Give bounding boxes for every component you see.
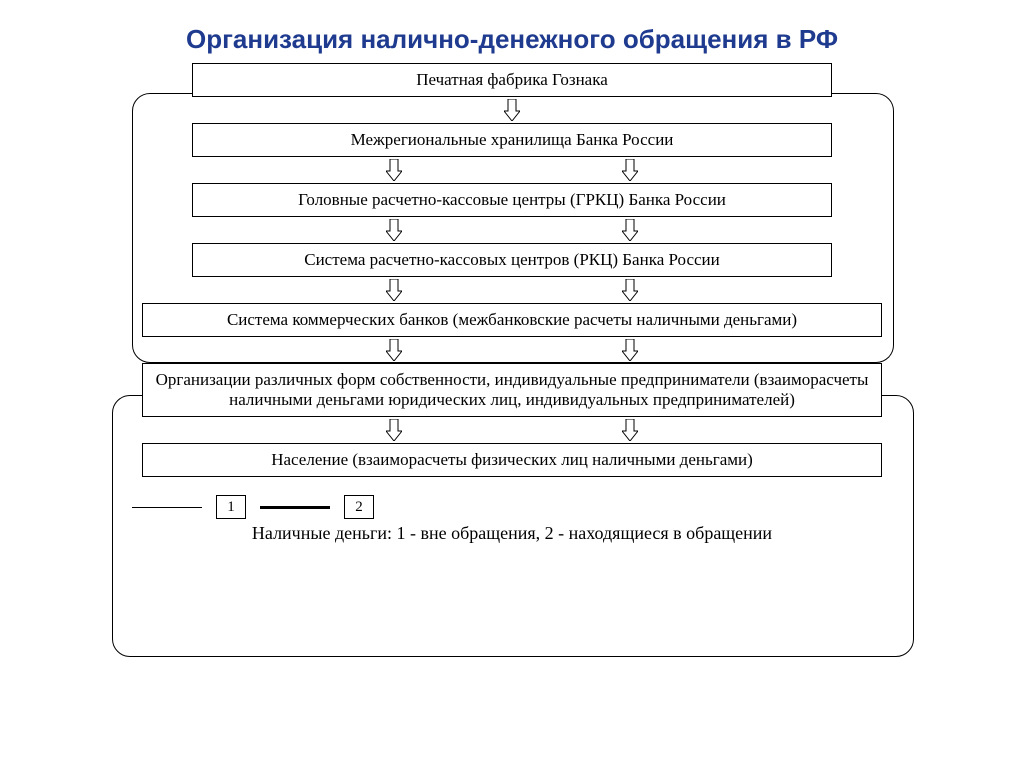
down-arrow-icon	[386, 419, 402, 441]
down-arrow-icon	[622, 419, 638, 441]
arrow-row-3	[72, 217, 952, 243]
page-title: Организация налично-денежного обращения …	[0, 0, 1024, 63]
arrow-1	[72, 97, 952, 123]
down-arrow-icon	[504, 99, 520, 121]
legend: 1 2	[132, 495, 952, 519]
diagram-area: Печатная фабрика Гознака Межрегиональные…	[72, 63, 952, 544]
arrow-row-2	[72, 157, 952, 183]
down-arrow-icon	[622, 159, 638, 181]
box-grkc: Головные расчетно-кассовые центры (ГРКЦ)…	[192, 183, 832, 217]
arrow-row-4	[72, 277, 952, 303]
down-arrow-icon	[622, 279, 638, 301]
arrow-row-6	[72, 417, 952, 443]
arrow-row-5	[72, 337, 952, 363]
legend-num-1: 1	[216, 495, 246, 519]
down-arrow-icon	[386, 339, 402, 361]
box-interregional-vaults: Межрегиональные хранилища Банка России	[192, 123, 832, 157]
legend-line-thin	[132, 507, 202, 508]
box-commercial-banks: Система коммерческих банков (межбанковск…	[142, 303, 882, 337]
down-arrow-icon	[386, 279, 402, 301]
down-arrow-icon	[622, 339, 638, 361]
legend-line-thick	[260, 506, 330, 509]
down-arrow-icon	[622, 219, 638, 241]
box-rkc: Система расчетно-кассовых центров (РКЦ) …	[192, 243, 832, 277]
box-goznak: Печатная фабрика Гознака	[192, 63, 832, 97]
down-arrow-icon	[386, 159, 402, 181]
legend-num-2: 2	[344, 495, 374, 519]
box-population: Население (взаиморасчеты физических лиц …	[142, 443, 882, 477]
box-organizations: Организации различных форм собственности…	[142, 363, 882, 417]
down-arrow-icon	[386, 219, 402, 241]
